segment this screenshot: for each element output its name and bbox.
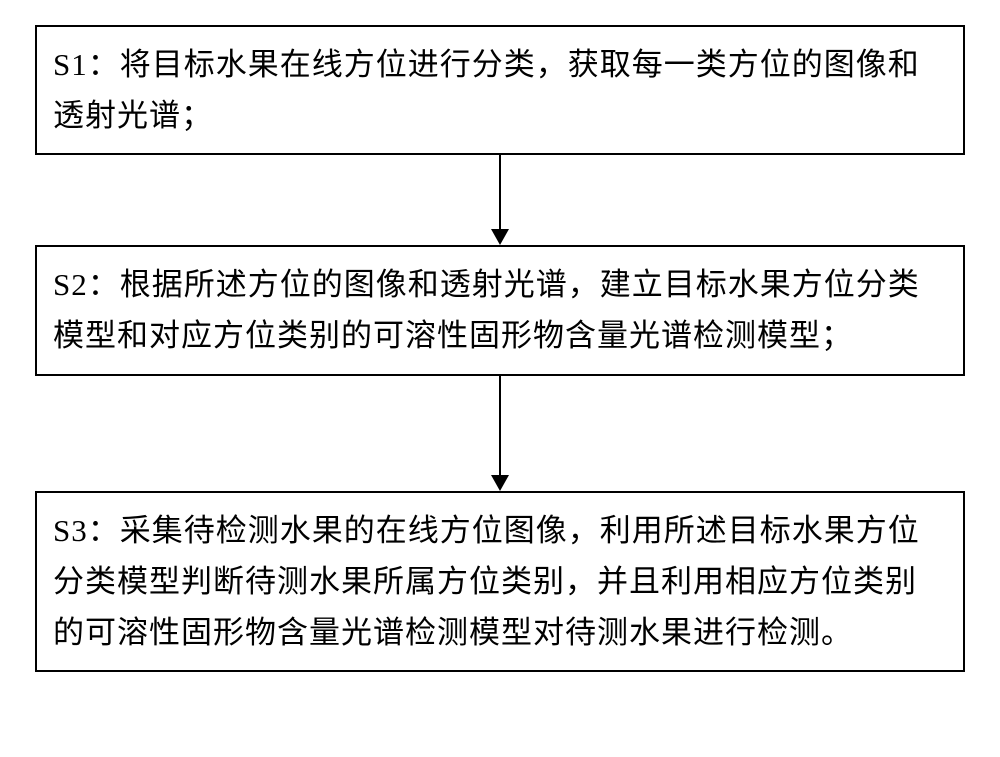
step-content-s3: 采集待检测水果的在线方位图像，利用所述目标水果方位分类模型判断待测水果所属方位类… — [53, 513, 920, 650]
step-text-s3: S3：采集待检测水果的在线方位图像，利用所述目标水果方位分类模型判断待测水果所属… — [53, 513, 920, 650]
step-text-s2: S2：根据所述方位的图像和透射光谱，建立目标水果方位分类模型和对应方位类别的可溶… — [53, 267, 920, 353]
arrow-1 — [491, 155, 509, 245]
step-label-s3: S3： — [53, 513, 120, 548]
step-box-s1: S1：将目标水果在线方位进行分类，获取每一类方位的图像和透射光谱； — [35, 25, 965, 155]
flowchart-container: S1：将目标水果在线方位进行分类，获取每一类方位的图像和透射光谱； S2：根据所… — [35, 25, 965, 672]
step-box-s2: S2：根据所述方位的图像和透射光谱，建立目标水果方位分类模型和对应方位类别的可溶… — [35, 245, 965, 375]
step-text-s1: S1：将目标水果在线方位进行分类，获取每一类方位的图像和透射光谱； — [53, 47, 920, 133]
arrow-head-icon — [491, 229, 509, 245]
step-label-s1: S1： — [53, 47, 120, 82]
arrow-line-icon — [499, 155, 501, 230]
arrow-line-icon — [499, 376, 501, 476]
step-content-s1: 将目标水果在线方位进行分类，获取每一类方位的图像和透射光谱； — [53, 47, 920, 133]
arrow-head-icon — [491, 475, 509, 491]
step-content-s2: 根据所述方位的图像和透射光谱，建立目标水果方位分类模型和对应方位类别的可溶性固形… — [53, 267, 920, 353]
step-box-s3: S3：采集待检测水果的在线方位图像，利用所述目标水果方位分类模型判断待测水果所属… — [35, 491, 965, 672]
step-label-s2: S2： — [53, 267, 120, 302]
arrow-2 — [491, 376, 509, 491]
